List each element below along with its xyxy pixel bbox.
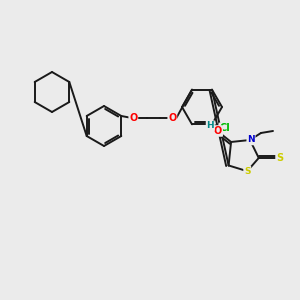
- Text: S: S: [276, 153, 283, 163]
- Text: H: H: [206, 121, 214, 130]
- Text: O: O: [168, 113, 176, 123]
- Text: S: S: [244, 167, 250, 176]
- Text: N: N: [247, 136, 255, 145]
- Text: O: O: [214, 126, 222, 136]
- Text: O: O: [129, 113, 137, 123]
- Text: Cl: Cl: [220, 123, 230, 133]
